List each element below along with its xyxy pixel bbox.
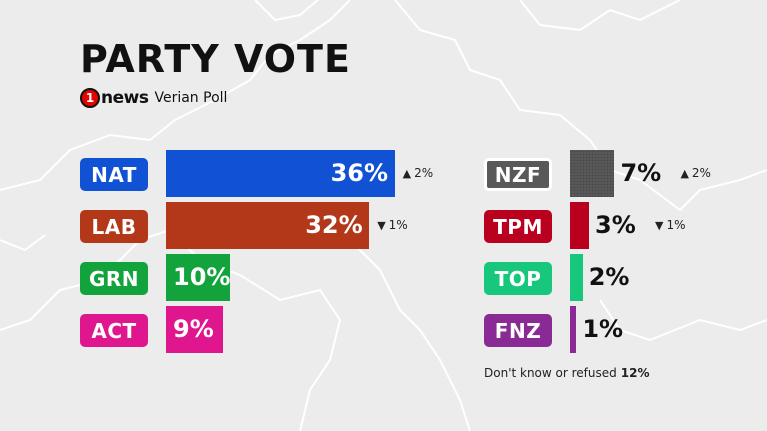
bar-lab [166, 202, 370, 249]
party-row-tpm: TPM 3% ▼ 1% [484, 202, 764, 249]
party-label-lab: LAB [80, 210, 148, 243]
value-label-top: 2% [588, 263, 630, 291]
change-label: 2% [414, 166, 434, 180]
change-label: 2% [691, 166, 711, 180]
party-row-nat: NAT 36% ▲ 2% [80, 150, 433, 197]
bar-nzf [570, 150, 615, 197]
party-label-top: TOP [484, 262, 552, 295]
party-row-top: TOP 2% [484, 254, 764, 301]
poll-name: Verian Poll [154, 90, 228, 106]
party-label-act: ACT [80, 314, 148, 347]
one-news-logo-icon: 1 [80, 88, 100, 108]
change-nzf: ▲ 2% [680, 150, 711, 197]
brand-logo-text: news [101, 88, 149, 108]
change-tpm: ▼ 1% [655, 202, 686, 249]
value-label-fnz: 1% [582, 315, 624, 343]
value-label-act: 9% [173, 315, 214, 343]
value-label-tpm: 3% [595, 211, 636, 239]
party-label-grn: GRN [80, 262, 148, 295]
value-label-lab: 32% [305, 211, 363, 239]
brand-logo: 1 news Verian Poll [80, 86, 227, 110]
bar-top [570, 254, 583, 301]
triangle-up-icon: ▲ [680, 167, 689, 180]
footnote: Don't know or refused 12% [484, 366, 650, 380]
bar-act [166, 306, 224, 353]
party-row-lab: LAB 32% ▼ 1% [80, 202, 408, 249]
party-label-nat: NAT [80, 158, 148, 191]
triangle-up-icon: ▲ [402, 167, 412, 180]
party-row-act: ACT 9% [80, 306, 360, 353]
change-label: 1% [666, 218, 686, 232]
footnote-text: Don't know or refused [484, 366, 617, 380]
bar-fnz [570, 306, 577, 353]
party-label-fnz: FNZ [484, 314, 552, 347]
party-row-fnz: FNZ 1% [484, 306, 764, 353]
party-label-tpm: TPM [484, 210, 552, 243]
value-label-nzf: 7% [620, 159, 662, 187]
bar-tpm [570, 202, 590, 249]
value-label-grn: 10% [173, 263, 231, 291]
party-row-nzf: NZF 7% ▲ 2% [484, 150, 764, 197]
footnote-value: 12% [620, 366, 650, 380]
bar-grn [166, 254, 230, 301]
change-label: 1% [388, 218, 408, 232]
change-lab: ▼ 1% [377, 202, 408, 249]
party-label-nzf: NZF [484, 158, 552, 191]
bar-nat [166, 150, 395, 197]
change-nat: ▲ 2% [403, 150, 434, 197]
chart-title: PARTY VOTE [80, 37, 351, 81]
triangle-down-icon: ▼ [655, 219, 664, 232]
value-label-nat: 36% [330, 159, 389, 187]
party-row-grn: GRN 10% [80, 254, 360, 301]
triangle-down-icon: ▼ [377, 219, 386, 232]
